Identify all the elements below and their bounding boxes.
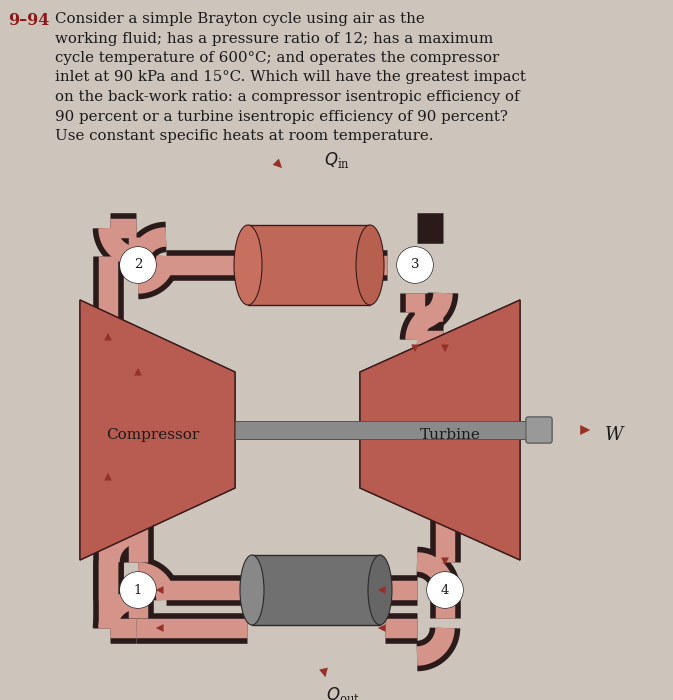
Text: Consider a simple Brayton cycle using air as the: Consider a simple Brayton cycle using ai… [55,12,425,26]
Text: 2: 2 [134,258,142,272]
Polygon shape [80,300,235,560]
Circle shape [427,572,463,608]
Text: 90 percent or a turbine isentropic efficiency of 90 percent?: 90 percent or a turbine isentropic effic… [55,109,508,123]
Ellipse shape [356,225,384,305]
Bar [248,225,370,305]
Bar [235,421,538,439]
Circle shape [120,247,156,283]
Text: 1: 1 [134,584,142,596]
Ellipse shape [240,555,264,625]
Text: 4: 4 [441,584,449,596]
Text: Use constant specific heats at room temperature.: Use constant specific heats at room temp… [55,129,433,143]
Polygon shape [360,300,520,560]
Text: 3: 3 [411,258,419,272]
Text: $Q_\mathregular{out}$: $Q_\mathregular{out}$ [326,685,360,700]
FancyBboxPatch shape [526,417,552,443]
Text: $Q_\mathregular{in}$: $Q_\mathregular{in}$ [324,150,350,170]
Text: inlet at 90 kPa and 15°C. Which will have the greatest impact: inlet at 90 kPa and 15°C. Which will hav… [55,71,526,85]
Text: Turbine: Turbine [419,428,481,442]
Text: W: W [605,426,623,444]
Polygon shape [360,300,520,560]
Bar [235,421,538,439]
Bar [252,555,380,625]
Text: working fluid; has a pressure ratio of 12; has a maximum: working fluid; has a pressure ratio of 1… [55,32,493,46]
Circle shape [120,572,156,608]
Text: 9–94: 9–94 [8,12,49,29]
Text: on the back-work ratio: a compressor isentropic efficiency of: on the back-work ratio: a compressor ise… [55,90,520,104]
Text: cycle temperature of 600°C; and operates the compressor: cycle temperature of 600°C; and operates… [55,51,499,65]
Ellipse shape [368,555,392,625]
Circle shape [397,247,433,283]
Text: Compressor: Compressor [106,428,199,442]
Polygon shape [80,300,235,560]
FancyBboxPatch shape [526,417,552,443]
Ellipse shape [234,225,262,305]
